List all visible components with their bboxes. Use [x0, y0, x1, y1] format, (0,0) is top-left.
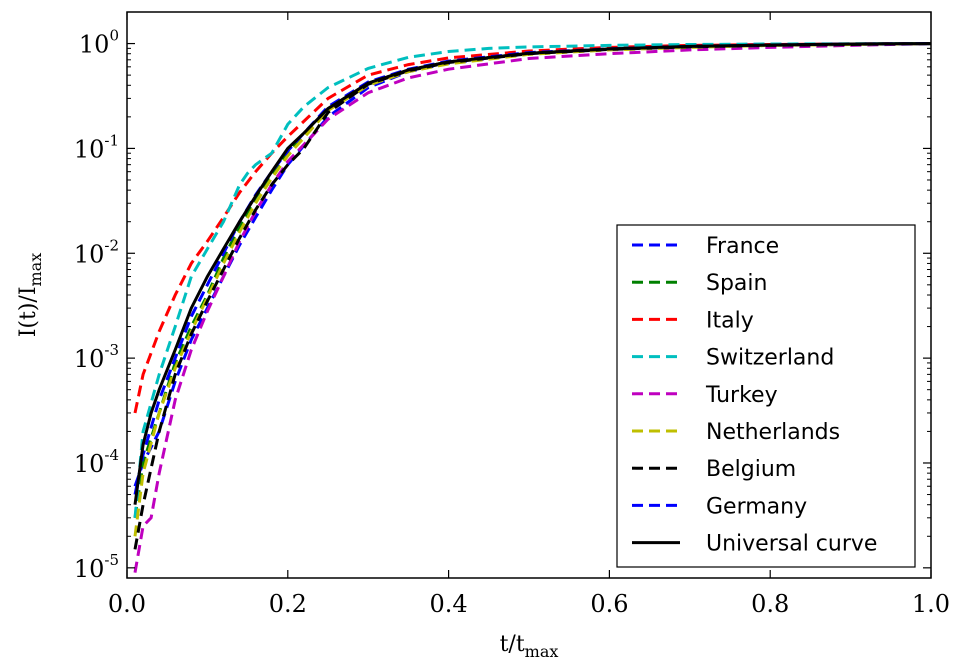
y-tick-label: 10-3 — [74, 341, 119, 373]
x-tick-label: 0.4 — [430, 590, 468, 618]
legend-label: Switzerland — [706, 346, 834, 371]
series-line-switzerland — [133, 42, 932, 518]
y-tick-label: 10-2 — [74, 236, 119, 268]
series-line-turkey — [133, 42, 932, 573]
legend-label: Germany — [706, 494, 807, 519]
y-tick-label: 10-5 — [74, 551, 119, 583]
legend-label: Belgium — [706, 457, 796, 482]
y-axis-label: I(t)/Imax — [16, 253, 45, 338]
legend-entries: France Spain Italy Switzerland Turkey Netherl… — [632, 234, 877, 557]
legend: France Spain Italy Switzerland Turkey Netherl… — [616, 224, 916, 568]
x-tick-label: 0.2 — [269, 590, 307, 618]
x-axis-label: t/tmax — [500, 632, 559, 657]
legend-label: Universal curve — [706, 532, 877, 557]
x-tick-label: 0.6 — [590, 590, 628, 618]
y-tick-label: 100 — [79, 27, 119, 59]
x-tick-label: 0.0 — [108, 590, 146, 618]
legend-label: Italy — [706, 308, 754, 333]
legend-label: Netherlands — [706, 420, 840, 445]
legend-label: France — [706, 234, 779, 259]
y-tick-label: 10-1 — [74, 131, 119, 163]
series-layer — [133, 42, 932, 573]
ticks-layer: 0.0 0.2 0.4 0.6 0.8 1.0 10-5 10-4 10-3 10-2 10-1 10… — [74, 11, 950, 618]
legend-label: Turkey — [705, 383, 778, 408]
x-tick-label: 0.8 — [751, 590, 789, 618]
y-tick-label: 10-4 — [74, 446, 119, 478]
legend-label: Spain — [706, 271, 767, 296]
series-line-universal-curve — [133, 42, 932, 505]
x-tick-label: 1.0 — [912, 590, 950, 618]
